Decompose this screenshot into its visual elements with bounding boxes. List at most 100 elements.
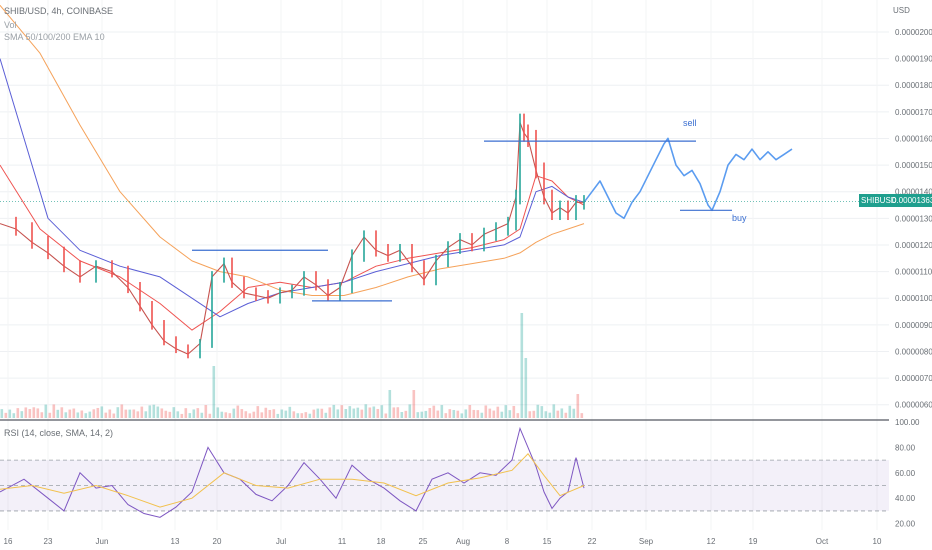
- time-tick-label: 19: [749, 537, 758, 546]
- time-tick-label: 22: [588, 537, 597, 546]
- time-tick-label: Jul: [276, 537, 286, 546]
- volume-bar: [436, 410, 440, 418]
- volume-bar: [332, 404, 336, 418]
- volume-bar: [12, 413, 16, 418]
- volume-bar: [88, 411, 92, 418]
- time-tick-label: 11: [338, 537, 347, 546]
- volume-bar: [80, 410, 84, 418]
- volume-bar: [296, 413, 300, 418]
- volume-bar: [344, 409, 348, 418]
- rsi-axis: 100.00 80.00 60.00 40.00 20.00: [895, 418, 920, 529]
- price-tag-symbol: SHIBUSD: [861, 196, 897, 205]
- volume-bar: [360, 409, 364, 418]
- volume-bars: [0, 313, 584, 418]
- volume-legend[interactable]: Vol: [4, 20, 17, 30]
- symbol-legend[interactable]: SHIB/USD, 4h, COINBASE: [4, 6, 114, 16]
- volume-bar: [528, 411, 532, 418]
- volume-bar: [268, 409, 272, 418]
- volume-bar: [132, 409, 136, 418]
- volume-bar: [228, 413, 232, 418]
- volume-bar: [28, 409, 32, 418]
- volume-bar: [568, 405, 572, 418]
- volume-bar: [512, 405, 516, 418]
- time-tick-label: 8: [505, 537, 510, 546]
- time-tick-label: Oct: [816, 537, 829, 546]
- volume-bar: [276, 413, 280, 418]
- volume-bar: [168, 411, 172, 418]
- volume-bar: [156, 406, 160, 418]
- volume-bar: [444, 413, 448, 418]
- volume-bar: [116, 407, 120, 418]
- volume-bar: [564, 412, 568, 418]
- price-gridlines: [0, 0, 889, 530]
- volume-bar: [100, 406, 104, 418]
- volume-bar: [544, 411, 548, 418]
- volume-bar: [192, 409, 196, 418]
- horizontal-levels: [192, 140, 732, 302]
- volume-bar: [384, 413, 388, 418]
- volume-bar: [92, 409, 96, 418]
- volume-bar: [32, 407, 36, 418]
- volume-bar: [460, 413, 464, 418]
- volume-bar: [324, 412, 328, 418]
- volume-bar: [252, 411, 256, 418]
- volume-bar: [468, 404, 472, 418]
- volume-bar: [412, 390, 416, 418]
- volume-bar: [36, 408, 40, 418]
- volume-bar: [504, 405, 508, 418]
- rsi-legend[interactable]: RSI (14, close, SMA, 14, 2): [4, 428, 114, 438]
- volume-bar: [368, 407, 372, 418]
- volume-bar: [16, 408, 20, 418]
- volume-bar: [272, 409, 276, 418]
- volume-bar: [352, 408, 356, 418]
- last-price-tag: SHIBUSD 0.00001363: [859, 194, 932, 207]
- volume-bar: [532, 410, 536, 418]
- volume-bar: [24, 407, 28, 418]
- volume-bar: [136, 411, 140, 418]
- volume-bar: [316, 408, 320, 418]
- volume-bar: [152, 404, 156, 418]
- volume-bar: [128, 409, 132, 418]
- volume-bar: [480, 412, 484, 418]
- volume-bar: [496, 406, 500, 418]
- ma-legend[interactable]: SMA 50/100/200 EMA 10: [4, 32, 105, 42]
- volume-bar: [264, 407, 268, 418]
- volume-bar: [308, 413, 312, 418]
- volume-bar: [244, 411, 248, 418]
- time-tick-label: 15: [543, 537, 552, 546]
- volume-bar: [416, 412, 420, 418]
- volume-bar: [520, 313, 524, 418]
- volume-bar: [68, 409, 72, 418]
- volume-bar: [96, 407, 100, 418]
- volume-bar: [356, 407, 360, 418]
- volume-bar: [556, 410, 560, 418]
- volume-bar: [4, 412, 8, 418]
- volume-bar: [428, 408, 432, 418]
- volume-bar: [508, 410, 512, 418]
- volume-bar: [420, 411, 424, 418]
- time-tick-label: Jun: [96, 537, 109, 546]
- rsi-tick-label: 60.00: [895, 469, 916, 478]
- sell-annotation: sell: [683, 118, 697, 128]
- volume-bar: [148, 405, 152, 418]
- volume-bar: [196, 408, 200, 418]
- volume-bar: [284, 410, 288, 418]
- volume-bar: [40, 412, 44, 418]
- moving-average-lines: [0, 4, 585, 331]
- volume-bar: [536, 404, 540, 418]
- volume-bar: [376, 408, 380, 418]
- rsi-ma-line: [0, 453, 585, 508]
- projection-series-line: [583, 137, 793, 220]
- volume-bar: [380, 405, 384, 418]
- volume-bar: [340, 405, 344, 418]
- time-tick-label: Sep: [639, 537, 654, 546]
- time-tick-label: 23: [44, 537, 53, 546]
- volume-bar: [0, 409, 4, 418]
- volume-bar: [248, 413, 252, 418]
- price-series-line: [0, 121, 584, 355]
